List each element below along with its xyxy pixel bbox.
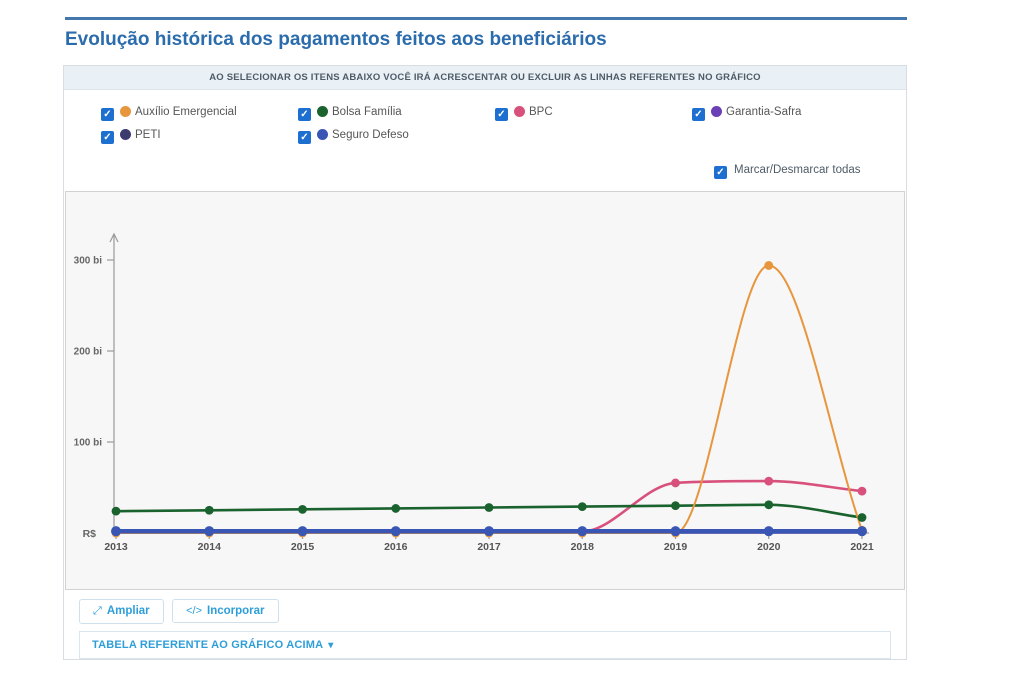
legend-item-auxilio-emergencial[interactable]: ✓ Auxílio Emergencial — [101, 106, 298, 121]
instruction-banner: AO SELECIONAR OS ITENS ABAIXO VOCÊ IRÁ A… — [64, 66, 906, 90]
series-color-dot-icon — [120, 129, 131, 140]
legend-item-peti[interactable]: ✓ PETI — [101, 129, 298, 144]
legend-item-seguro-defeso[interactable]: ✓ Seguro Defeso — [298, 129, 495, 144]
data-point-seguro-defeso — [857, 526, 867, 537]
toggle-all-row[interactable]: ✓ Marcar/Desmarcar todas — [64, 144, 906, 191]
toggle-all-checkbox[interactable]: ✓ — [714, 166, 727, 179]
series-checkbox[interactable]: ✓ — [495, 108, 508, 121]
data-point-auxilio-emergencial — [764, 261, 774, 270]
data-point-bolsa-familia — [111, 506, 121, 516]
ampliar-label: Ampliar — [106, 605, 150, 617]
x-tick-label: 2015 — [291, 541, 315, 553]
data-point-seguro-defeso — [204, 526, 215, 537]
x-tick-label: 2019 — [664, 541, 688, 553]
data-point-seguro-defeso — [670, 526, 681, 537]
payments-line-chart: 100 bi 200 bi 300 bi R$ 2013 2014 2015 2016 2017… — [74, 232, 874, 553]
series-checkbox[interactable]: ✓ — [101, 131, 114, 144]
data-point-bolsa-familia — [671, 501, 680, 511]
data-point-seguro-defeso — [484, 526, 494, 537]
data-point-bpc — [857, 486, 867, 496]
data-point-bpc — [671, 478, 680, 488]
series-color-dot-icon — [317, 129, 328, 140]
series-color-dot-icon — [120, 106, 131, 117]
series-checkbox[interactable]: ✓ — [101, 108, 114, 121]
series-checkbox[interactable]: ✓ — [298, 131, 311, 144]
x-tick-label: 2021 — [850, 541, 874, 553]
chart-container: 100 bi 200 bi 300 bi R$ 2013 2014 2015 2016 2017… — [65, 191, 905, 590]
x-tick-label: 2020 — [757, 541, 781, 553]
series-checkbox[interactable]: ✓ — [298, 108, 311, 121]
legend-item-bpc[interactable]: ✓ BPC — [495, 106, 692, 121]
data-point-seguro-defeso — [577, 526, 588, 537]
data-point-bolsa-familia — [204, 505, 214, 515]
expand-icon: ⤢ — [93, 605, 102, 617]
series-label: Garantia-Safra — [726, 106, 802, 118]
series-label: Auxílio Emergencial — [135, 106, 237, 118]
legend-item-bolsa-familia[interactable]: ✓ Bolsa Família — [298, 106, 495, 121]
series-label: Seguro Defeso — [332, 129, 409, 141]
legend-item-garantia-safra[interactable]: ✓ Garantia-Safra — [692, 106, 906, 121]
series-color-dot-icon — [514, 106, 525, 117]
series-color-dot-icon — [317, 106, 328, 117]
ampliar-button[interactable]: ⤢ Ampliar — [79, 599, 164, 624]
x-tick-label: 2014 — [198, 541, 222, 553]
toggle-all-label: Marcar/Desmarcar todas — [734, 164, 861, 176]
y-tick-label: 200 bi — [74, 347, 103, 358]
y-tick-label: 300 bi — [74, 256, 103, 267]
series-label: PETI — [135, 129, 161, 141]
x-tick-label: 2016 — [384, 541, 408, 553]
incorporar-button[interactable]: </> Incorporar — [172, 599, 279, 623]
data-point-bolsa-familia — [391, 504, 401, 513]
x-tick-label: 2013 — [104, 541, 128, 553]
chevron-down-icon: ▾ — [328, 640, 334, 651]
data-point-bolsa-familia — [484, 503, 494, 512]
x-tick-label: 2018 — [571, 541, 595, 553]
payments-panel: AO SELECIONAR OS ITENS ABAIXO VOCÊ IRÁ A… — [63, 65, 907, 660]
currency-label: R$ — [83, 528, 97, 540]
data-point-seguro-defeso — [763, 526, 774, 537]
series-color-dot-icon — [711, 106, 722, 117]
data-point-seguro-defeso — [390, 526, 401, 537]
data-point-seguro-defeso — [111, 526, 121, 537]
data-point-bolsa-familia — [764, 500, 774, 510]
series-label: BPC — [529, 106, 553, 118]
tabela-label: TABELA REFERENTE AO GRÁFICO ACIMA — [92, 639, 324, 651]
page-title: Evolução histórica dos pagamentos feitos… — [65, 29, 607, 50]
data-point-bolsa-familia — [577, 502, 587, 512]
data-point-bolsa-familia — [857, 513, 867, 522]
data-point-bpc — [764, 476, 774, 486]
y-tick-label: 100 bi — [74, 438, 103, 449]
tabela-accordion-toggle[interactable]: TABELA REFERENTE AO GRÁFICO ACIMA ▾ — [79, 631, 891, 659]
x-tick-label: 2017 — [477, 541, 501, 553]
chart-actions: ⤢ Ampliar </> Incorporar — [64, 590, 906, 624]
data-point-seguro-defeso — [297, 526, 308, 537]
incorporar-label: Incorporar — [207, 605, 265, 617]
title-rule — [65, 17, 907, 20]
series-checkbox[interactable]: ✓ — [692, 108, 705, 121]
chart-line-auxilio-emergencial — [115, 264, 863, 534]
y-axis-arrow-icon — [109, 232, 119, 243]
embed-code-icon: </> — [186, 605, 202, 617]
series-label: Bolsa Família — [332, 106, 402, 118]
data-point-bolsa-familia — [298, 504, 307, 514]
legend-grid: ✓ Auxílio Emergencial ✓ Bolsa Família ✓ BPC ✓ G… — [64, 90, 906, 144]
